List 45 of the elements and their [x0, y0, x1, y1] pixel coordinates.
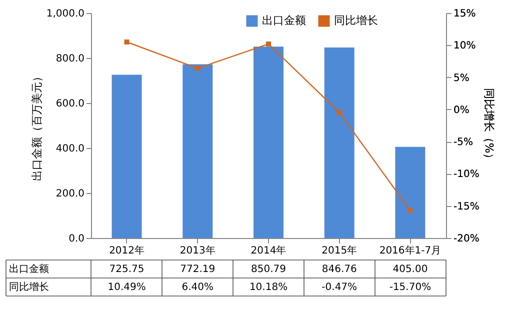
x-tick-label: 2013年 — [180, 244, 216, 256]
x-tick-label: 2014年 — [250, 244, 286, 256]
point — [266, 41, 271, 46]
bar — [324, 47, 354, 238]
bar — [182, 64, 213, 238]
y2-tick-label: 0% — [454, 104, 470, 116]
point — [408, 208, 413, 213]
y2-tick-label: 10% — [454, 40, 476, 52]
y-tick-label: 800.0 — [56, 54, 84, 64]
y-tick-label: 200.0 — [56, 188, 84, 200]
data-label: -15.70% — [389, 282, 432, 293]
y-tick-label: 400.0 — [56, 144, 84, 154]
bar — [395, 146, 426, 238]
legend-label: 同比增长 — [334, 14, 378, 27]
y2-tick-label: -20% — [454, 234, 480, 244]
legend-label: 出口金额 — [262, 14, 306, 27]
x-tick-label: 2012年 — [109, 244, 145, 256]
data-label: 10.49% — [108, 282, 146, 293]
data-label: 846.76 — [322, 264, 357, 275]
data-label: -0.47% — [322, 282, 358, 293]
data-label: 725.75 — [109, 264, 144, 275]
y2-axis-title: 同比增长（%） — [482, 88, 496, 164]
point — [195, 66, 200, 71]
data-label: 850.79 — [251, 264, 286, 275]
y2-tick-label: -10% — [454, 169, 480, 180]
x-tick-label: 2016年1-7月 — [379, 244, 442, 256]
data-label: 6.40% — [182, 282, 214, 293]
x-tick-label: 2015年 — [322, 244, 358, 256]
y-tick-label: 600.0 — [56, 98, 84, 110]
y2-tick-label: 5% — [454, 72, 470, 84]
bar — [254, 46, 284, 238]
data-label: 10.18% — [249, 282, 288, 293]
data-label: 772.19 — [180, 264, 216, 275]
text: 同比增长 — [9, 282, 49, 293]
y-tick-label: 1,000.0 — [46, 8, 84, 20]
y-axis-title: 出口金额（百万美元） — [30, 71, 44, 181]
y2-tick-label: -15% — [454, 201, 480, 212]
point — [124, 39, 130, 44]
y2-tick-label: 15% — [454, 8, 476, 20]
text: 出口金额 — [9, 264, 49, 275]
point — [336, 110, 342, 115]
y2-tick-label: -5% — [454, 137, 473, 148]
data-label: 405.00 — [392, 264, 428, 275]
y-tick-label: 0.0 — [68, 234, 84, 244]
bar — [112, 74, 142, 238]
